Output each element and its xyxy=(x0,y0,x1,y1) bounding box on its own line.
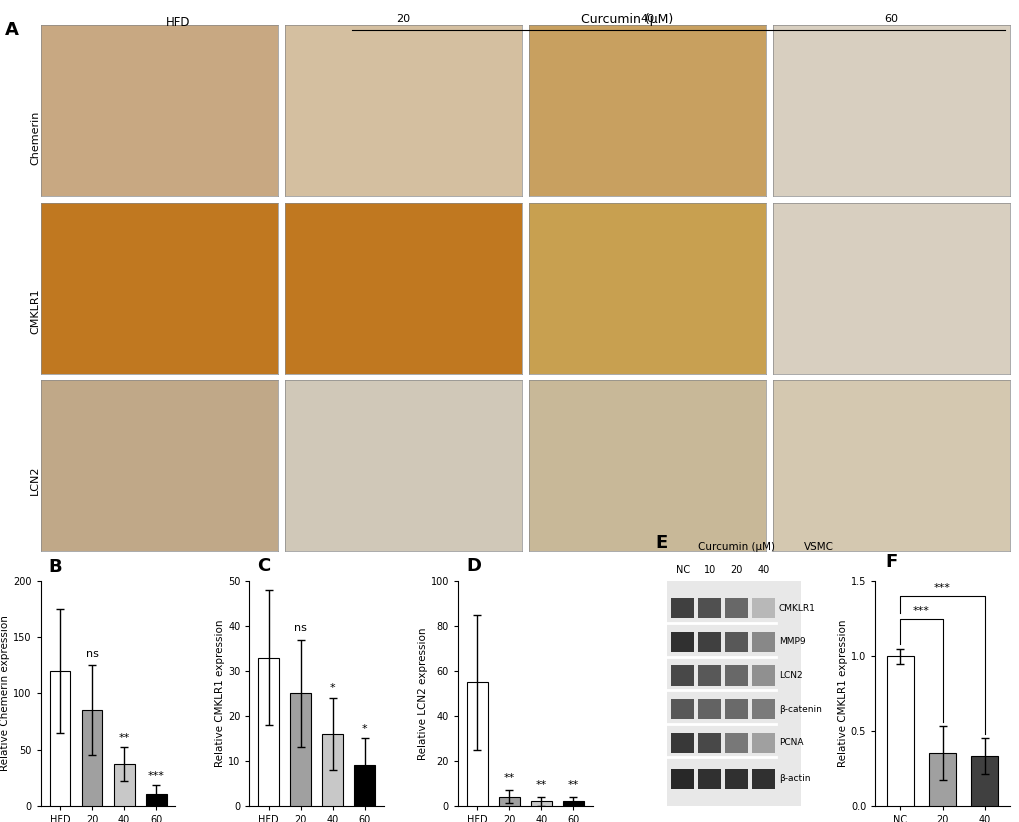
Text: **: ** xyxy=(118,732,129,743)
Text: β-actin: β-actin xyxy=(779,774,810,783)
Text: β-catenin: β-catenin xyxy=(779,704,821,713)
Bar xyxy=(671,699,694,719)
Bar xyxy=(698,632,720,652)
Bar xyxy=(322,734,342,806)
Text: D: D xyxy=(466,556,481,575)
Text: **: ** xyxy=(503,774,515,783)
Text: 20: 20 xyxy=(730,565,742,575)
Bar xyxy=(113,764,135,806)
Text: Curcumin (μM): Curcumin (μM) xyxy=(697,543,774,552)
Bar xyxy=(498,797,520,806)
Bar xyxy=(698,732,720,753)
Bar xyxy=(146,794,166,806)
Bar xyxy=(698,699,720,719)
Bar xyxy=(82,710,102,806)
Text: B: B xyxy=(49,558,62,576)
Bar xyxy=(671,666,694,686)
Bar xyxy=(671,598,694,618)
Bar xyxy=(725,699,747,719)
Text: ns: ns xyxy=(293,623,307,633)
Bar xyxy=(698,769,720,789)
Bar xyxy=(751,666,774,686)
Title: 60: 60 xyxy=(883,14,898,24)
Y-axis label: Relative CMKLR1 expression: Relative CMKLR1 expression xyxy=(838,620,847,767)
Y-axis label: Relative CMKLR1 expression: Relative CMKLR1 expression xyxy=(215,620,225,767)
Text: ***: *** xyxy=(148,771,164,781)
Text: A: A xyxy=(5,21,19,39)
Y-axis label: Relative Chemerin expression: Relative Chemerin expression xyxy=(0,616,10,771)
Bar xyxy=(671,632,694,652)
Bar xyxy=(751,732,774,753)
Text: *: * xyxy=(329,683,335,694)
Point xyxy=(768,554,781,564)
Bar xyxy=(970,756,998,806)
Text: E: E xyxy=(655,534,667,552)
Bar xyxy=(751,632,774,652)
Text: **: ** xyxy=(535,780,546,790)
Text: **: ** xyxy=(568,780,579,790)
Bar xyxy=(725,769,747,789)
Bar xyxy=(751,699,774,719)
Text: 40: 40 xyxy=(757,565,769,575)
Bar xyxy=(467,682,487,806)
Text: PCNA: PCNA xyxy=(779,738,803,747)
Bar xyxy=(751,598,774,618)
Y-axis label: CMKLR1: CMKLR1 xyxy=(31,288,40,334)
Text: *: * xyxy=(362,724,367,734)
Bar xyxy=(50,671,70,806)
Bar xyxy=(886,656,913,806)
Y-axis label: Chemerin: Chemerin xyxy=(31,110,40,164)
Text: ***: *** xyxy=(933,584,950,593)
Bar xyxy=(725,632,747,652)
Bar xyxy=(258,658,279,806)
Y-axis label: Relative LCN2 expression: Relative LCN2 expression xyxy=(418,627,427,760)
Text: HFD: HFD xyxy=(166,16,191,29)
Bar xyxy=(725,598,747,618)
Text: VSMC: VSMC xyxy=(803,543,834,552)
Text: LCN2: LCN2 xyxy=(779,671,802,680)
Title: 20: 20 xyxy=(395,14,410,24)
Bar xyxy=(751,769,774,789)
Bar xyxy=(671,769,694,789)
Bar xyxy=(725,732,747,753)
Bar xyxy=(530,801,551,806)
Text: ns: ns xyxy=(86,649,99,658)
Text: CMKLR1: CMKLR1 xyxy=(779,604,815,613)
Bar xyxy=(290,694,311,806)
Y-axis label: LCN2: LCN2 xyxy=(31,466,40,496)
Bar xyxy=(562,801,583,806)
Text: NC: NC xyxy=(675,565,689,575)
Bar xyxy=(698,598,720,618)
Text: C: C xyxy=(257,556,270,575)
Text: MMP9: MMP9 xyxy=(779,637,805,646)
Text: F: F xyxy=(884,553,897,571)
Title: 40: 40 xyxy=(640,14,654,24)
Text: ***: *** xyxy=(912,606,929,616)
Bar xyxy=(671,732,694,753)
Point xyxy=(692,554,704,564)
Bar xyxy=(928,753,955,806)
Bar xyxy=(725,666,747,686)
Text: 10: 10 xyxy=(703,565,715,575)
Text: Curcumin (μM): Curcumin (μM) xyxy=(581,13,673,26)
Bar xyxy=(354,765,375,806)
Bar xyxy=(698,666,720,686)
